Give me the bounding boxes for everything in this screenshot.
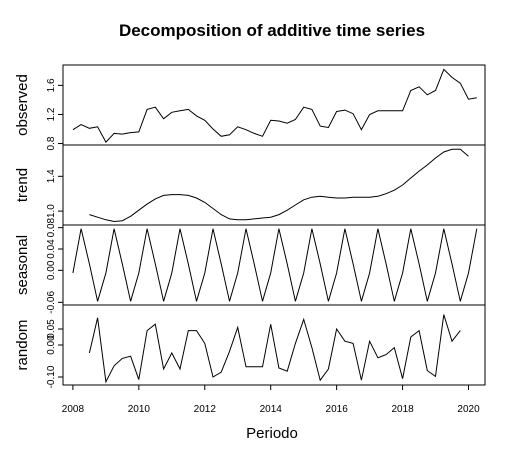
x-tick-label: 2016 xyxy=(326,404,349,415)
trend-ytick-label: 1.0 xyxy=(46,204,57,218)
random-panel: -0.10 0.000.05 random xyxy=(14,304,486,388)
x-tick-label: 2010 xyxy=(128,404,151,415)
x-tick-label: 2018 xyxy=(391,404,414,415)
random-ytick-label: 0.00 xyxy=(46,335,57,355)
seasonal-ytick-label: 0.04 xyxy=(46,239,57,259)
panels-group: 0.81.21.6observed1.01.4trend-0.060.000.0… xyxy=(14,64,486,388)
observed-ytick-label: 1.2 xyxy=(46,107,57,121)
trend-series-line xyxy=(89,148,469,223)
seasonal-ylabel: seasonal xyxy=(14,235,31,295)
trend-ytick-label: 1.4 xyxy=(46,169,57,183)
seasonal-ytick-label: 0.00 xyxy=(46,260,57,280)
observed-panel: 0.8 1.2 1.6 observed xyxy=(14,64,486,150)
seasonal-series-line xyxy=(72,228,478,302)
seasonal-ytick-label: 0.08 xyxy=(46,217,57,237)
trend-ylabel: trend xyxy=(14,168,31,202)
seasonal-panel: -0.06 0.000.04 0.08 seasonal xyxy=(14,217,486,314)
random-series-line xyxy=(88,314,461,384)
observed-ytick-label: 1.6 xyxy=(46,78,57,92)
chart-title: Decomposition of additive time series xyxy=(119,21,425,40)
x-axis: 2008 2010 2012 2014 2016 2018 2020 xyxy=(62,384,480,415)
trend-panel: 1.0 1.4 trend xyxy=(14,144,486,226)
random-ytick-label: -0.10 xyxy=(46,365,57,388)
x-tick-label: 2020 xyxy=(457,404,480,415)
x-tick-label: 2012 xyxy=(194,404,217,415)
trend-frame xyxy=(62,144,486,226)
random-ylabel: random xyxy=(14,320,31,371)
observed-ytick-label: 0.8 xyxy=(46,136,57,150)
seasonal-ytick-label: -0.06 xyxy=(46,291,57,314)
x-axis-label: Periodo xyxy=(246,425,298,442)
x-tick-label: 2008 xyxy=(62,404,85,415)
random-ytick-label: 0.05 xyxy=(46,319,57,339)
observed-series-line xyxy=(72,68,477,143)
x-tick-label: 2014 xyxy=(260,404,283,415)
observed-ylabel: observed xyxy=(14,74,31,136)
seasonal-frame xyxy=(62,224,486,306)
